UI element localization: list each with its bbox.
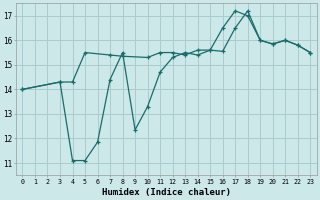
- X-axis label: Humidex (Indice chaleur): Humidex (Indice chaleur): [102, 188, 231, 197]
